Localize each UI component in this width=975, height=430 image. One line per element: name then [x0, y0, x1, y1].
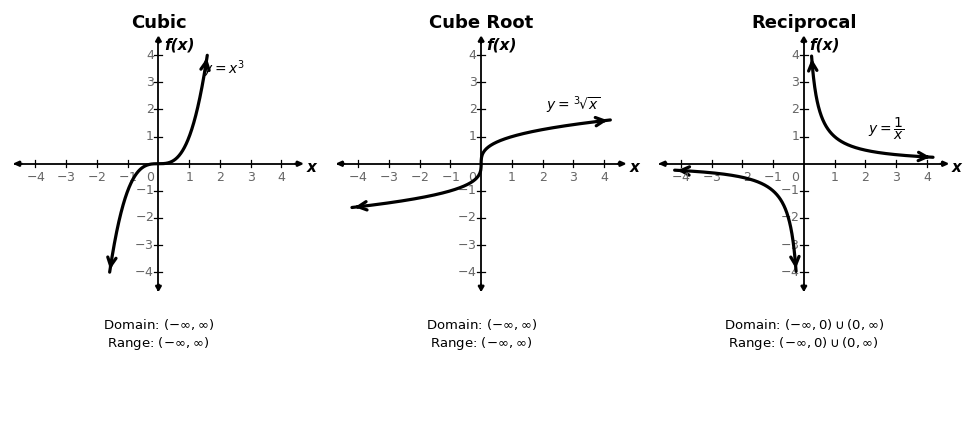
Text: $-$1: $-$1	[457, 184, 477, 197]
FancyArrow shape	[479, 37, 484, 43]
FancyArrow shape	[801, 284, 806, 290]
Text: 2: 2	[861, 171, 870, 184]
Text: Domain: $(-\infty, \infty)$: Domain: $(-\infty, \infty)$	[425, 317, 537, 332]
Text: f(x): f(x)	[164, 37, 194, 52]
Text: 4: 4	[469, 49, 477, 62]
Text: 1: 1	[469, 130, 477, 143]
Text: $-$2: $-$2	[733, 171, 752, 184]
Text: $y = \dfrac{1}{x}$: $y = \dfrac{1}{x}$	[869, 115, 905, 141]
Text: $-$2: $-$2	[88, 171, 106, 184]
FancyArrow shape	[479, 284, 484, 290]
Text: $-$1: $-$1	[780, 184, 799, 197]
Text: $-$4: $-$4	[779, 266, 800, 279]
Text: 3: 3	[146, 76, 154, 89]
Title: Reciprocal: Reciprocal	[751, 14, 857, 32]
Text: $-$1: $-$1	[118, 171, 137, 184]
Text: $-$2: $-$2	[135, 212, 154, 224]
FancyArrow shape	[156, 284, 161, 290]
Text: $-$3: $-$3	[379, 171, 399, 184]
Text: $-$2: $-$2	[410, 171, 429, 184]
Text: x: x	[953, 160, 962, 175]
Text: $-$2: $-$2	[457, 212, 477, 224]
Text: 0: 0	[146, 171, 154, 184]
Text: 3: 3	[792, 76, 800, 89]
Text: 1: 1	[831, 171, 838, 184]
Title: Cubic: Cubic	[131, 14, 186, 32]
Text: Range: $(-\infty, 0) \cup (0, \infty)$: Range: $(-\infty, 0) \cup (0, \infty)$	[728, 335, 879, 352]
Title: Cube Root: Cube Root	[429, 14, 533, 32]
Text: 1: 1	[792, 130, 800, 143]
Text: $-$4: $-$4	[457, 266, 477, 279]
Text: Domain: $(-\infty, 0) \cup (0, \infty)$: Domain: $(-\infty, 0) \cup (0, \infty)$	[723, 317, 884, 332]
Text: x: x	[630, 160, 640, 175]
Text: 4: 4	[792, 49, 800, 62]
Text: $-$1: $-$1	[135, 184, 154, 197]
FancyArrow shape	[15, 161, 21, 166]
Text: 4: 4	[923, 171, 931, 184]
Text: x: x	[307, 160, 317, 175]
Text: Range: $(-\infty, \infty)$: Range: $(-\infty, \infty)$	[107, 335, 210, 352]
FancyArrow shape	[941, 161, 948, 166]
Text: $-$3: $-$3	[57, 171, 76, 184]
Text: $-$1: $-$1	[441, 171, 460, 184]
Text: $-$4: $-$4	[135, 266, 154, 279]
Text: $y = \,^3\!\sqrt{x}$: $y = \,^3\!\sqrt{x}$	[546, 95, 601, 116]
Text: 3: 3	[247, 171, 254, 184]
FancyArrow shape	[337, 161, 344, 166]
Text: 4: 4	[601, 171, 608, 184]
Text: f(x): f(x)	[487, 37, 517, 52]
Text: $y = x^3$: $y = x^3$	[203, 58, 245, 80]
Text: Range: $(-\infty, \infty)$: Range: $(-\infty, \infty)$	[430, 335, 532, 352]
Text: $-$2: $-$2	[780, 212, 799, 224]
Text: $-$1: $-$1	[763, 171, 783, 184]
Text: f(x): f(x)	[809, 37, 839, 52]
Text: 3: 3	[569, 171, 577, 184]
Text: 2: 2	[146, 103, 154, 116]
Text: 2: 2	[539, 171, 547, 184]
Text: 2: 2	[216, 171, 224, 184]
Text: 0: 0	[792, 171, 800, 184]
FancyArrow shape	[156, 37, 161, 43]
Text: $-$4: $-$4	[25, 171, 45, 184]
FancyArrow shape	[295, 161, 302, 166]
Text: $-$3: $-$3	[702, 171, 722, 184]
Text: 1: 1	[508, 171, 516, 184]
Text: 0: 0	[469, 171, 477, 184]
Text: 2: 2	[792, 103, 800, 116]
Text: $-$4: $-$4	[348, 171, 368, 184]
Text: $-$4: $-$4	[671, 171, 690, 184]
Text: $-$3: $-$3	[457, 239, 477, 252]
Text: 4: 4	[278, 171, 286, 184]
Text: 1: 1	[185, 171, 193, 184]
Text: 3: 3	[469, 76, 477, 89]
FancyArrow shape	[660, 161, 667, 166]
Text: 1: 1	[146, 130, 154, 143]
FancyArrow shape	[801, 37, 806, 43]
Text: 3: 3	[892, 171, 900, 184]
Text: $-$3: $-$3	[780, 239, 799, 252]
Text: 2: 2	[469, 103, 477, 116]
Text: Domain: $(-\infty, \infty)$: Domain: $(-\infty, \infty)$	[102, 317, 214, 332]
FancyArrow shape	[618, 161, 625, 166]
Text: $-$3: $-$3	[135, 239, 154, 252]
Text: 4: 4	[146, 49, 154, 62]
